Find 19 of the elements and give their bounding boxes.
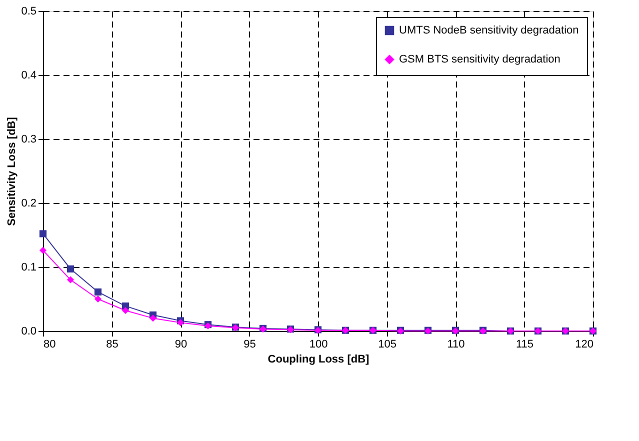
- y-tick-label: 0.2: [21, 198, 36, 210]
- y-axis-title: Sensitivity Loss [dB]: [6, 116, 18, 226]
- x-tick-label: 115: [516, 338, 534, 350]
- x-tick-label: 95: [244, 338, 256, 350]
- y-tick-label: 0.1: [21, 262, 36, 274]
- x-tick-label: 85: [106, 338, 118, 350]
- x-tick-label: 80: [44, 338, 56, 350]
- y-tick-label: 0.3: [21, 134, 36, 146]
- y-tick-label: 0.4: [21, 70, 36, 82]
- x-axis-title: Coupling Loss [dB]: [268, 354, 370, 366]
- x-tick-label: 110: [447, 338, 465, 350]
- x-tick-label: 100: [309, 338, 328, 350]
- x-tick-label: 105: [378, 338, 396, 350]
- x-tick-label: 120: [575, 338, 594, 350]
- legend-label: GSM BTS sensitivity degradation: [399, 54, 560, 66]
- y-tick-label: 0.5: [21, 6, 36, 18]
- x-tick-label: 90: [174, 338, 188, 350]
- legend-label: UMTS NodeB sensitivity degradation: [399, 24, 579, 36]
- y-tick-label: 0.0: [21, 326, 36, 338]
